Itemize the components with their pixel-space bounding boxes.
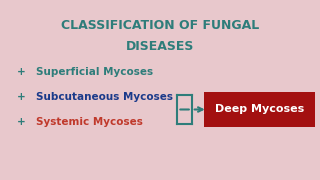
Text: Superficial Mycoses: Superficial Mycoses — [36, 67, 153, 77]
Text: Systemic Mycoses: Systemic Mycoses — [36, 117, 143, 127]
Text: +: + — [17, 67, 26, 77]
Text: Subcutaneous Mycoses: Subcutaneous Mycoses — [36, 92, 173, 102]
FancyBboxPatch shape — [204, 92, 316, 127]
Text: +: + — [17, 92, 26, 102]
Text: +: + — [17, 117, 26, 127]
Text: DISEASES: DISEASES — [126, 40, 194, 53]
Text: Deep Mycoses: Deep Mycoses — [215, 105, 305, 114]
Text: CLASSIFICATION OF FUNGAL: CLASSIFICATION OF FUNGAL — [61, 19, 259, 32]
